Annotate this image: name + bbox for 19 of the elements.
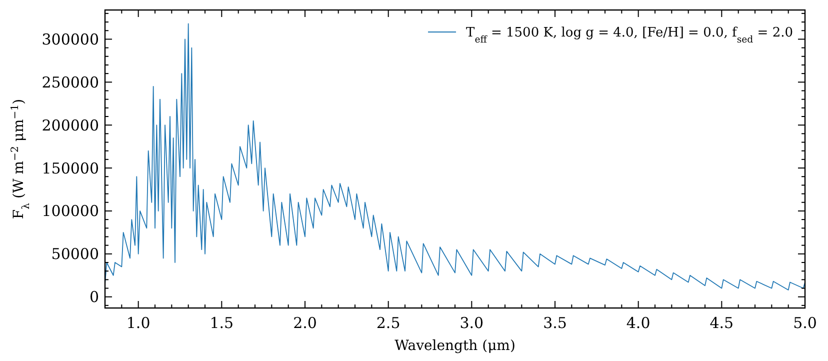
y-tick-label: 0 — [89, 288, 99, 306]
y-tick-label: 100000 — [42, 202, 99, 220]
y-tick-label: 150000 — [42, 159, 99, 178]
y-tick-label: 250000 — [42, 73, 99, 92]
x-tick-label: 5.0 — [793, 314, 817, 332]
x-tick-label: 4.5 — [710, 314, 734, 332]
line-series — [104, 23, 806, 290]
legend-label: T$_{eff}$ = 1500 K, log g = 4.0, [Fe/H] = 0.0, f$_{sed}$ = 2.0 — [466, 26, 793, 46]
x-tick-label: 4.0 — [626, 314, 650, 332]
x-axis-title: Wavelength (μm) — [394, 338, 516, 354]
x-tick-label: 3.0 — [460, 314, 484, 332]
x-tick-label: 2.0 — [293, 314, 317, 332]
x-tick-label: 3.5 — [543, 314, 567, 332]
x-tick-label: 1.0 — [126, 314, 150, 332]
y-tick-label: 200000 — [42, 116, 99, 134]
y-tick-label: 50000 — [51, 245, 99, 264]
x-tick-label: 1.5 — [210, 314, 234, 332]
x-tick-label: 2.5 — [376, 314, 400, 332]
y-tick-label: 300000 — [42, 30, 99, 48]
